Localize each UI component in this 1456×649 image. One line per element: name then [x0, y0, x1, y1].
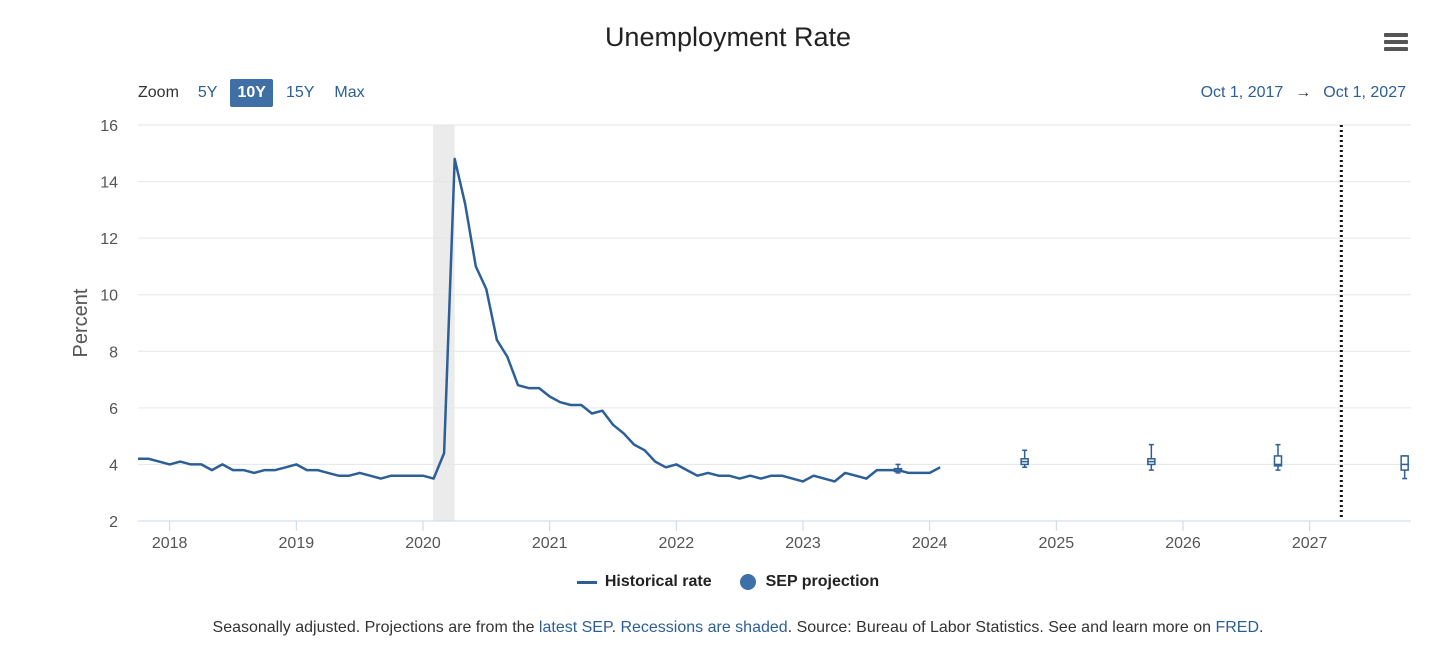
- y-tick-label: 4: [109, 457, 118, 474]
- footnote-text: Seasonally adjusted. Projections are fro…: [212, 619, 539, 636]
- recessions-link[interactable]: Recessions are shaded: [620, 619, 788, 636]
- legend-historical-label: Historical rate: [604, 573, 712, 590]
- legend-historical[interactable]: Historical rate: [576, 573, 712, 591]
- x-tick-label: 2019: [279, 535, 315, 552]
- sep-box: [1273, 455, 1283, 467]
- y-tick-label: 10: [100, 288, 118, 305]
- sep-box: [1400, 455, 1409, 471]
- legend-projection[interactable]: SEP projection: [739, 573, 880, 591]
- x-tick-label: 2026: [1165, 535, 1201, 552]
- x-tick-label: 2018: [152, 535, 188, 552]
- y-tick-label: 8: [109, 344, 118, 361]
- x-tick-label: 2022: [659, 535, 695, 552]
- x-tick-label: 2020: [405, 535, 441, 552]
- y-tick-label: 16: [100, 118, 118, 135]
- y-axis-title: Percent: [70, 288, 92, 357]
- x-tick-label: 2024: [912, 535, 948, 552]
- hamburger-icon: [1384, 33, 1408, 37]
- footnote-text: .: [611, 619, 621, 636]
- zoom-controls: Zoom 5Y 10Y 15Y Max: [138, 79, 378, 107]
- footnote-text: .: [1259, 619, 1264, 636]
- chart-menu-button[interactable]: [1380, 30, 1412, 60]
- legend-dot-icon: [739, 574, 756, 590]
- legend-line-icon: [576, 580, 597, 584]
- x-tick-label: 2023: [785, 535, 821, 552]
- range-to[interactable]: Oct 1, 2027: [1323, 84, 1406, 101]
- fred-link[interactable]: FRED: [1215, 619, 1260, 636]
- date-range: Oct 1, 2017 → Oct 1, 2027: [1201, 84, 1406, 102]
- chart-legend: Historical rate SEP projection: [0, 573, 1456, 591]
- y-tick-label: 2: [109, 514, 118, 531]
- legend-projection-label: SEP projection: [765, 573, 880, 590]
- x-tick-label: 2021: [532, 535, 568, 552]
- range-arrow-icon: →: [1295, 84, 1312, 101]
- historical-series-line: [138, 157, 941, 483]
- zoom-max-button[interactable]: Max: [334, 84, 365, 101]
- range-from[interactable]: Oct 1, 2017: [1200, 84, 1284, 101]
- zoom-10y-button[interactable]: 10Y: [230, 79, 273, 107]
- chart-title: Unemployment Rate: [604, 22, 852, 52]
- zoom-label: Zoom: [138, 84, 179, 101]
- zoom-15y-button[interactable]: 15Y: [285, 84, 315, 101]
- footnote-text: . Source: Bureau of Labor Statistics. Se…: [787, 619, 1216, 636]
- footnote: Seasonally adjusted. Projections are fro…: [0, 619, 1456, 637]
- zoom-5y-button[interactable]: 5Y: [197, 84, 218, 101]
- x-tick-label: 2025: [1039, 535, 1075, 552]
- x-tick-label: 2027: [1292, 535, 1328, 552]
- latest-sep-link[interactable]: latest SEP: [538, 619, 612, 636]
- recession-band: [433, 125, 455, 521]
- y-tick-label: 6: [109, 401, 118, 418]
- y-tick-label: 12: [100, 231, 118, 248]
- y-tick-label: 14: [100, 175, 118, 192]
